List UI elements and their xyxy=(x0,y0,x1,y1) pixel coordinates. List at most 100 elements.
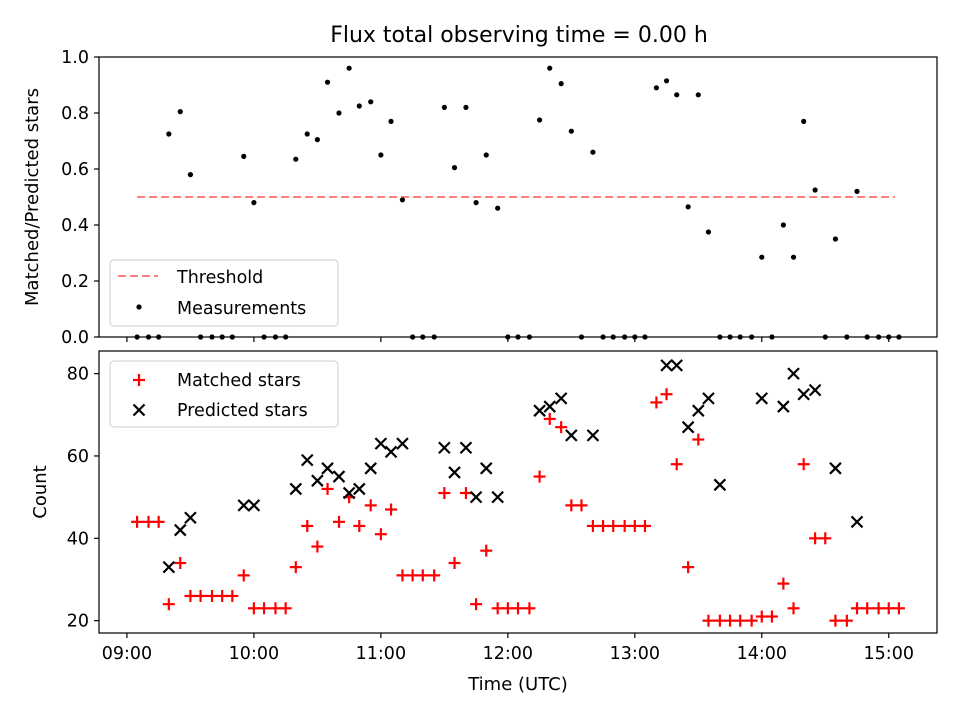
ratio-x-ticks xyxy=(126,337,890,342)
ratio-y-tick-label: 0.2 xyxy=(61,272,89,292)
matched-star-point xyxy=(819,532,832,545)
matched-star-point xyxy=(586,519,599,532)
count-x-tick-label: 15:00 xyxy=(864,644,914,664)
matched-star-point xyxy=(353,519,366,532)
count-legend-box xyxy=(109,360,339,428)
matched-star-point xyxy=(438,487,451,500)
ratio-marks xyxy=(134,65,902,340)
predicted-star-point xyxy=(702,392,715,405)
matched-star-point xyxy=(555,421,568,434)
measurement-point xyxy=(495,205,501,211)
predicted-legend-swatch xyxy=(132,403,146,417)
predicted-star-point xyxy=(491,490,504,504)
predicted-star-point xyxy=(300,453,314,467)
predicted-star-point xyxy=(384,445,398,459)
ratio-y-tick-label: 0.8 xyxy=(61,104,89,124)
matched-star-point xyxy=(797,458,810,471)
count-y-tick-label: 60 xyxy=(67,447,89,467)
matched-legend-swatch xyxy=(133,374,145,386)
measurement-point xyxy=(473,200,479,206)
matched-star-point xyxy=(607,519,620,532)
ratio-legend: Threshold Measurements xyxy=(109,259,339,327)
measurement-point xyxy=(293,156,299,162)
matched-star-point xyxy=(142,515,155,528)
measurement-point xyxy=(378,152,384,158)
matched-star-point xyxy=(301,519,314,532)
predicted-star-point xyxy=(332,470,346,483)
matched-star-point xyxy=(491,602,504,615)
count-x-tick-label: 09:00 xyxy=(102,644,152,664)
count-x-tick-label: 12:00 xyxy=(483,644,533,664)
matched-star-point xyxy=(258,602,271,615)
measurement-point xyxy=(356,103,362,109)
matched-star-point xyxy=(448,557,461,570)
matched-star-point xyxy=(638,519,651,532)
count-y-label: Count xyxy=(30,465,51,518)
matched-star-point xyxy=(543,412,556,425)
matched-star-point xyxy=(162,598,175,611)
predicted-star-point xyxy=(173,523,187,537)
measurement-point xyxy=(801,118,807,124)
ratio-y-axis: 0.0 0.2 0.4 0.6 0.8 1.0 xyxy=(61,48,99,348)
measurement-point xyxy=(346,65,352,71)
measurement-point xyxy=(568,128,574,134)
predicted-star-point xyxy=(777,400,790,413)
measurement-point xyxy=(483,152,489,158)
predicted-star-point xyxy=(479,462,493,475)
predicted-star-point xyxy=(670,359,683,372)
measurement-point xyxy=(463,104,469,110)
predicted-star-point xyxy=(787,367,800,380)
measurement-point xyxy=(451,165,458,171)
measurement-point xyxy=(187,172,194,178)
threshold-legend-label: Threshold xyxy=(176,268,263,288)
measurement-point xyxy=(663,78,670,84)
predicted-star-point xyxy=(808,383,822,397)
matched-star-point xyxy=(713,614,726,627)
matched-star-point xyxy=(892,602,905,615)
predicted-star-point xyxy=(755,392,769,405)
predicted-star-point xyxy=(396,437,409,450)
predicted-star-point xyxy=(364,462,377,475)
predicted-star-point xyxy=(660,359,673,372)
matched-star-point xyxy=(523,602,536,615)
matched-star-point xyxy=(396,569,409,582)
measurement-point xyxy=(705,229,712,235)
matched-star-point xyxy=(650,396,663,409)
count-y-tick-label: 80 xyxy=(67,365,89,385)
matched-star-point xyxy=(702,614,715,627)
measurement-point xyxy=(241,153,247,159)
matched-star-point xyxy=(575,499,588,512)
measurement-point xyxy=(854,188,860,194)
count-y-axis: 20 40 60 80 xyxy=(67,365,99,632)
measurement-point xyxy=(324,79,331,85)
measurement-point xyxy=(780,222,786,228)
predicted-star-point xyxy=(448,466,461,479)
ratio-panel: 0.0 0.2 0.4 0.6 0.8 1.0 Matched/Predicted sta… xyxy=(22,48,938,348)
matched-star-point xyxy=(321,482,334,495)
matched-star-point xyxy=(755,610,768,623)
predicted-star-point xyxy=(713,478,727,492)
matched-star-point xyxy=(597,519,610,532)
predicted-legend-label: Predicted stars xyxy=(177,401,308,421)
predicted-star-point xyxy=(237,499,251,512)
predicted-star-point xyxy=(374,437,388,450)
matched-legend-label: Matched stars xyxy=(177,371,301,391)
predicted-star-point xyxy=(469,490,483,504)
matched-star-point xyxy=(682,561,695,574)
ratio-y-label: Matched/Predicted stars xyxy=(22,88,43,306)
measurement-point xyxy=(314,137,320,143)
count-x-label: Time (UTC) xyxy=(467,674,568,695)
matched-star-point xyxy=(247,602,260,615)
ratio-legend-box xyxy=(109,259,339,327)
predicted-star-point xyxy=(311,474,324,487)
predicted-star-point xyxy=(247,499,261,512)
matched-star-point xyxy=(851,602,864,615)
matched-star-point xyxy=(565,499,578,512)
matched-star-point xyxy=(131,515,144,528)
matched-star-point xyxy=(428,569,441,582)
measurement-point xyxy=(251,200,257,206)
ratio-y-tick-label: 0.0 xyxy=(61,328,89,348)
measurements-legend-swatch xyxy=(136,304,142,310)
count-x-tick-label: 11:00 xyxy=(356,644,406,664)
